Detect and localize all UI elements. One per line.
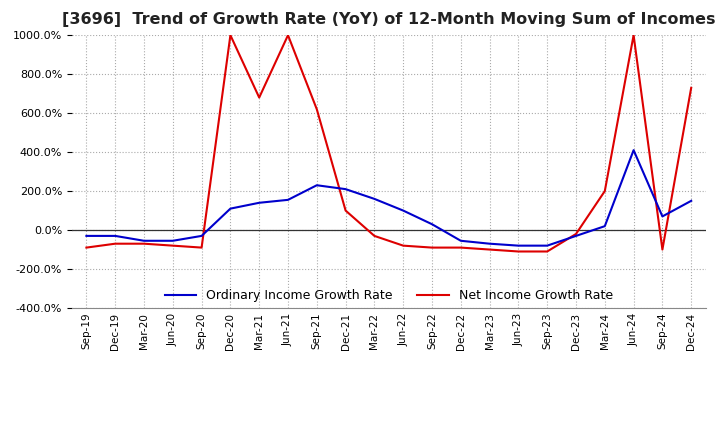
Net Income Growth Rate: [658, 247, 667, 252]
Ordinary Income Growth Rate: [168, 238, 177, 243]
Ordinary Income Growth Rate: [514, 243, 523, 248]
Ordinary Income Growth Rate: [197, 233, 206, 238]
Net Income Growth Rate: [629, 33, 638, 38]
Ordinary Income Growth Rate: [284, 197, 292, 202]
Net Income Growth Rate: [428, 245, 436, 250]
Ordinary Income Growth Rate: [572, 233, 580, 238]
Net Income Growth Rate: [687, 85, 696, 91]
Legend: Ordinary Income Growth Rate, Net Income Growth Rate: Ordinary Income Growth Rate, Net Income …: [160, 284, 618, 307]
Title: [3696]  Trend of Growth Rate (YoY) of 12-Month Moving Sum of Incomes: [3696] Trend of Growth Rate (YoY) of 12-…: [62, 12, 716, 27]
Net Income Growth Rate: [197, 245, 206, 250]
Net Income Growth Rate: [514, 249, 523, 254]
Net Income Growth Rate: [399, 243, 408, 248]
Ordinary Income Growth Rate: [255, 200, 264, 205]
Net Income Growth Rate: [82, 245, 91, 250]
Ordinary Income Growth Rate: [370, 196, 379, 202]
Net Income Growth Rate: [543, 249, 552, 254]
Ordinary Income Growth Rate: [82, 233, 91, 238]
Line: Ordinary Income Growth Rate: Ordinary Income Growth Rate: [86, 150, 691, 246]
Ordinary Income Growth Rate: [312, 183, 321, 188]
Ordinary Income Growth Rate: [341, 187, 350, 192]
Net Income Growth Rate: [456, 245, 465, 250]
Ordinary Income Growth Rate: [140, 238, 148, 243]
Net Income Growth Rate: [140, 241, 148, 246]
Ordinary Income Growth Rate: [111, 233, 120, 238]
Ordinary Income Growth Rate: [600, 224, 609, 229]
Ordinary Income Growth Rate: [456, 238, 465, 243]
Net Income Growth Rate: [284, 33, 292, 38]
Ordinary Income Growth Rate: [428, 222, 436, 227]
Ordinary Income Growth Rate: [399, 208, 408, 213]
Line: Net Income Growth Rate: Net Income Growth Rate: [86, 35, 691, 252]
Net Income Growth Rate: [226, 33, 235, 38]
Net Income Growth Rate: [600, 188, 609, 194]
Net Income Growth Rate: [312, 106, 321, 112]
Ordinary Income Growth Rate: [485, 241, 494, 246]
Net Income Growth Rate: [341, 208, 350, 213]
Net Income Growth Rate: [111, 241, 120, 246]
Net Income Growth Rate: [485, 247, 494, 252]
Ordinary Income Growth Rate: [687, 198, 696, 203]
Net Income Growth Rate: [168, 243, 177, 248]
Net Income Growth Rate: [255, 95, 264, 100]
Ordinary Income Growth Rate: [226, 206, 235, 211]
Ordinary Income Growth Rate: [543, 243, 552, 248]
Net Income Growth Rate: [370, 233, 379, 238]
Ordinary Income Growth Rate: [629, 147, 638, 153]
Net Income Growth Rate: [572, 231, 580, 237]
Ordinary Income Growth Rate: [658, 214, 667, 219]
